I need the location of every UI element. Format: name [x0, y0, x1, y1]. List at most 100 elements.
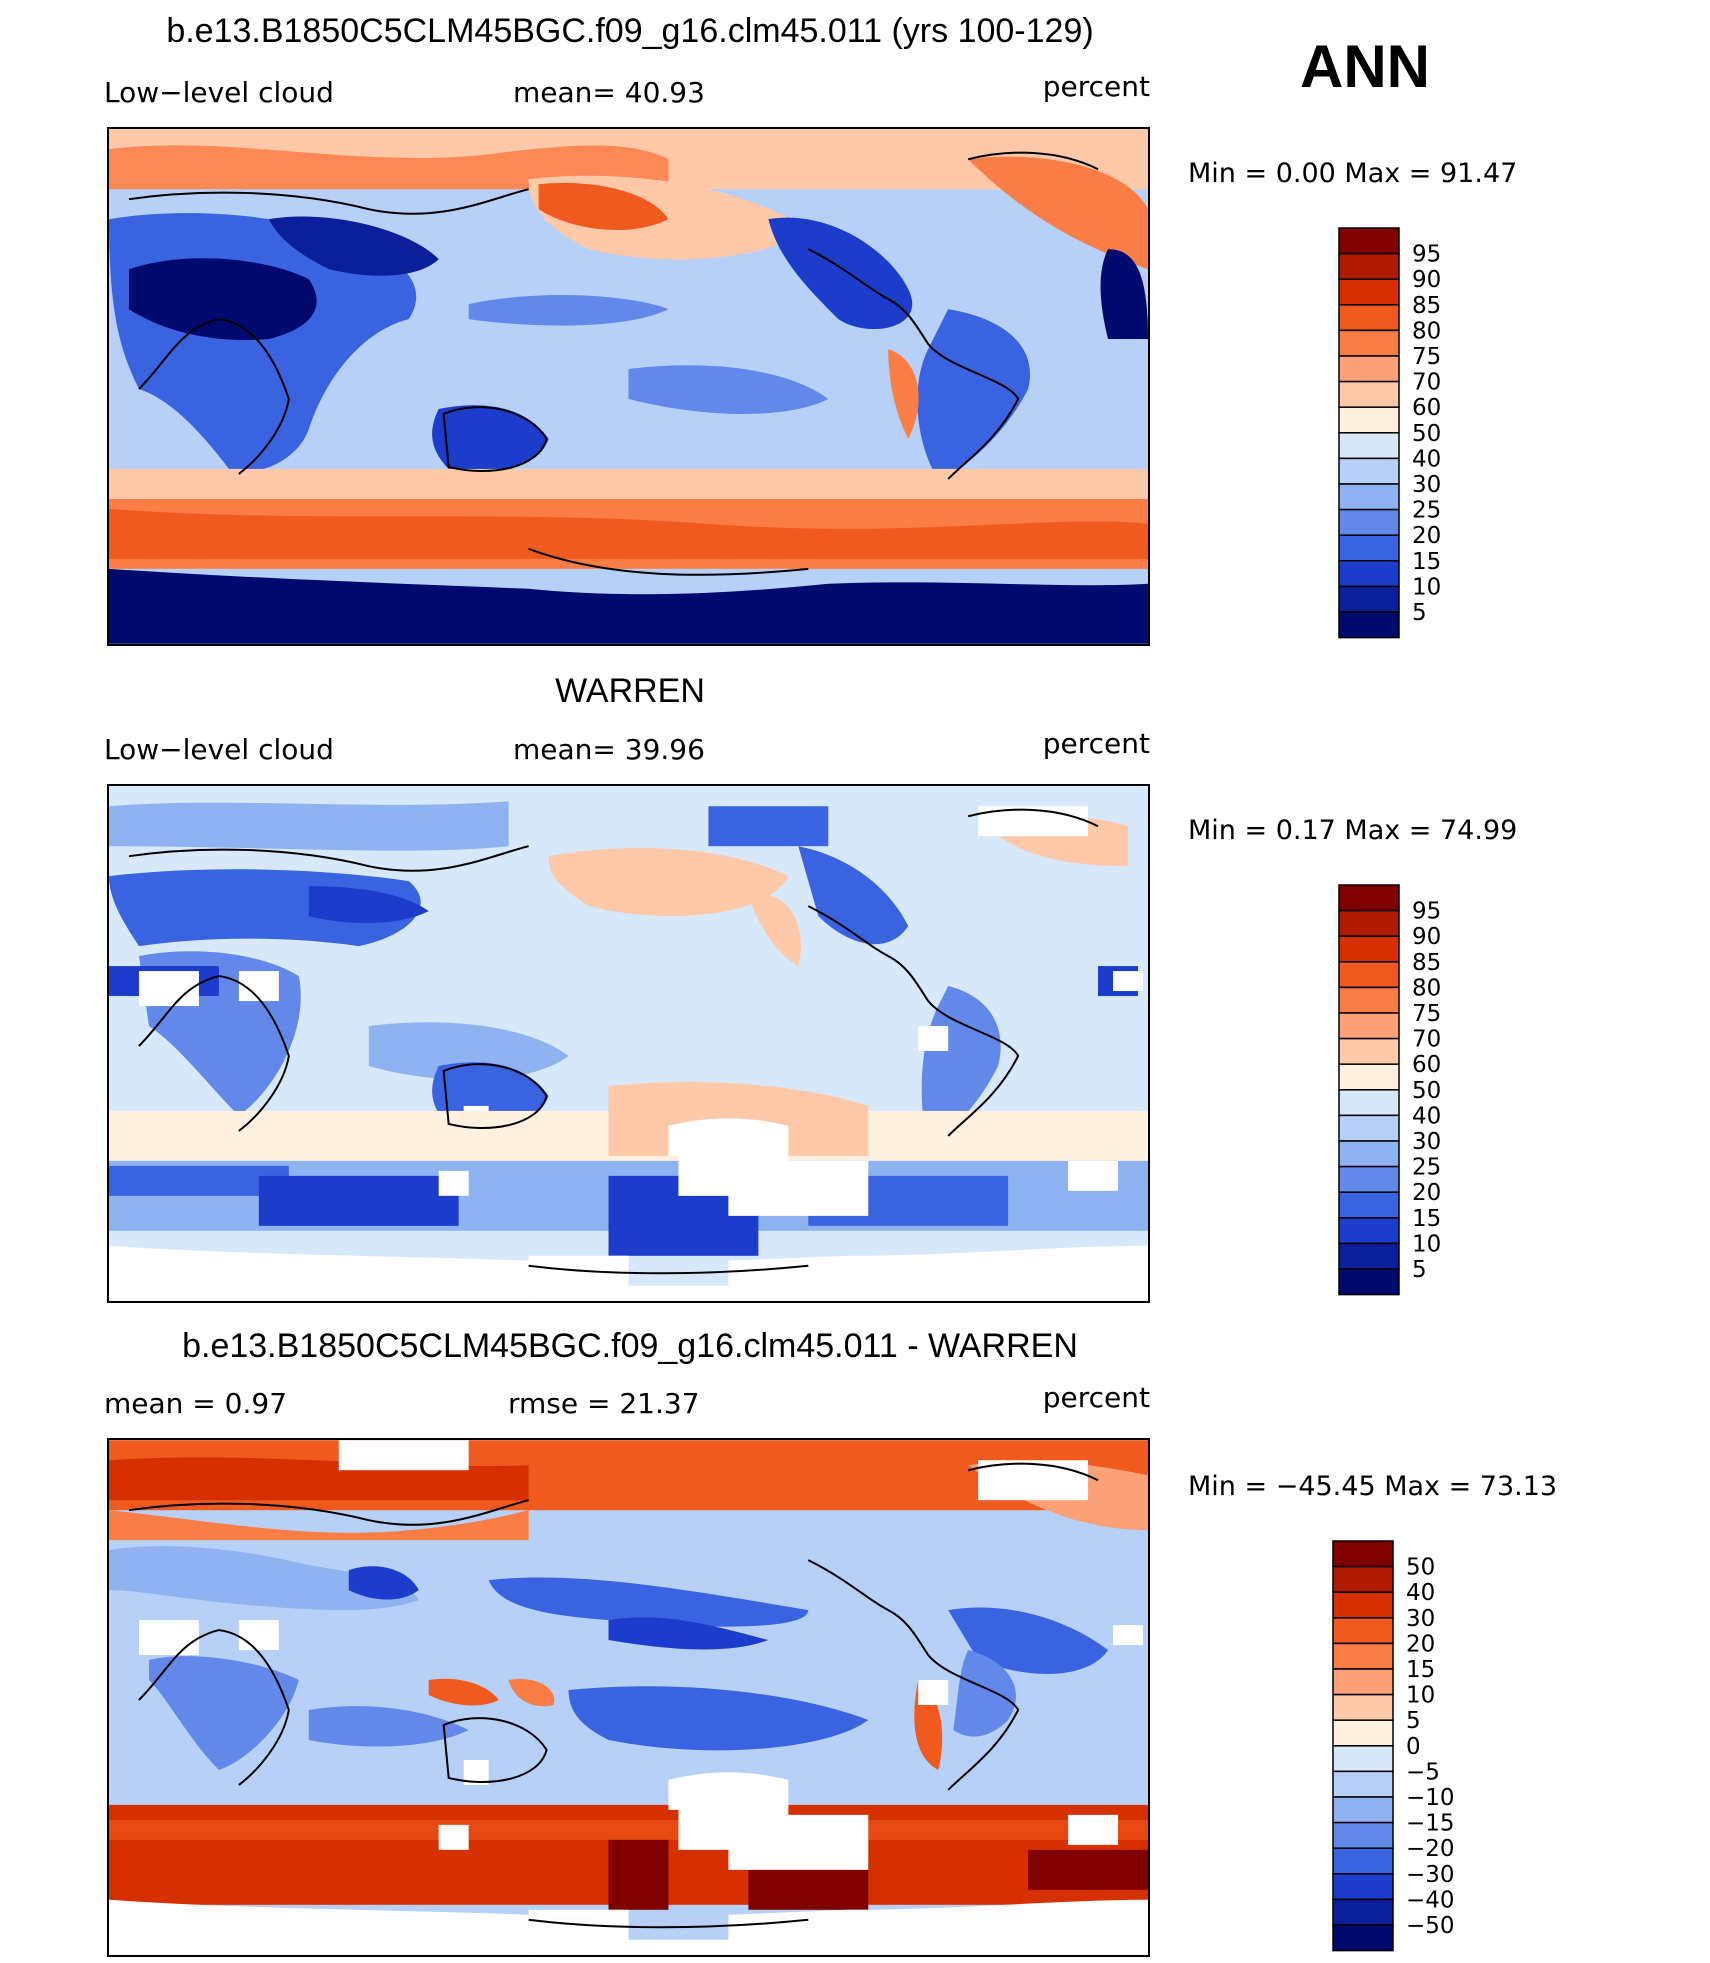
colorbar-tick-label: 95 [1412, 899, 1441, 925]
panel3-colorbar: 50 40 30 20 15 10 5 0 −5 −10 −15 −20 −30 −40 −50 [1332, 1540, 1462, 1954]
colorbar-swatch [1332, 1873, 1394, 1901]
colorbar-tick-label: 50 [1412, 1078, 1441, 1104]
colorbar-tick-label: 30 [1406, 1606, 1435, 1632]
panel3-minmax-readout: Min = −45.45 Max = 73.13 [1188, 1471, 1558, 1502]
colorbar-swatch [1338, 329, 1400, 357]
colorbar-tick-label: 5 [1406, 1708, 1421, 1734]
colorbar-tick-label: 70 [1412, 370, 1441, 396]
colorbar-swatch [1332, 1745, 1394, 1773]
colorbar-swatch [1338, 1191, 1400, 1219]
panel1-minmax-readout: Min = 0.00 Max = 91.47 [1188, 158, 1518, 189]
colorbar-tick-label: 85 [1412, 950, 1441, 976]
colorbar-tick-label: −5 [1406, 1759, 1440, 1785]
colorbar-swatch [1338, 884, 1400, 912]
colorbar-swatch [1338, 406, 1400, 434]
panel3-rmse-label: rmse = 21.37 [508, 1387, 700, 1420]
colorbar-swatch [1332, 1924, 1394, 1952]
model-cloud-field [109, 129, 1148, 644]
colorbar-swatch [1338, 585, 1400, 613]
colorbar-tick-label: 10 [1412, 574, 1441, 600]
colorbar-swatch [1332, 1540, 1394, 1568]
colorbar-swatch [1338, 961, 1400, 989]
colorbar-tick-label: 80 [1412, 975, 1441, 1001]
observation-cloud-field [109, 786, 1148, 1301]
colorbar-tick-label: 50 [1406, 1555, 1435, 1581]
colorbar-swatch [1332, 1565, 1394, 1593]
colorbar-tick-label: −40 [1406, 1887, 1455, 1913]
colorbar-swatch [1338, 534, 1400, 562]
colorbar-swatch [1332, 1847, 1394, 1875]
colorbar-tick-label: 15 [1412, 1206, 1441, 1232]
colorbar-swatch [1338, 1217, 1400, 1245]
colorbar-swatch [1338, 1165, 1400, 1193]
colorbar-swatch [1338, 1114, 1400, 1142]
colorbar-tick-label: 50 [1412, 421, 1441, 447]
colorbar-swatch [1332, 1898, 1394, 1926]
colorbar-tick-label: 75 [1412, 344, 1441, 370]
colorbar-swatch [1338, 1140, 1400, 1168]
colorbar-tick-label: 5 [1412, 1257, 1427, 1283]
colorbar-tick-label: 60 [1412, 395, 1441, 421]
colorbar-swatch [1338, 909, 1400, 937]
panel2-mean-label: mean= 39.96 [513, 733, 705, 766]
colorbar-swatch [1338, 611, 1400, 639]
colorbar-swatch [1332, 1617, 1394, 1645]
panel3-units-label: percent [1042, 1381, 1150, 1414]
colorbar-tick-label: −50 [1406, 1913, 1455, 1939]
colorbar-tick-label: −10 [1406, 1785, 1455, 1811]
panel1-units-label: percent [1042, 70, 1150, 103]
colorbar-swatch [1338, 355, 1400, 383]
colorbar-tick-label: 5 [1412, 600, 1427, 626]
colorbar-tick-label: −30 [1406, 1862, 1455, 1888]
colorbar-swatch [1338, 508, 1400, 536]
colorbar-tick-label: 60 [1412, 1052, 1441, 1078]
panel2-title: WARREN [555, 672, 705, 710]
colorbar-tick-label: 30 [1412, 1129, 1441, 1155]
colorbar-swatch [1332, 1642, 1394, 1670]
colorbar-swatch [1338, 1089, 1400, 1117]
panel2-units-label: percent [1042, 727, 1150, 760]
colorbar-tick-label: 0 [1406, 1734, 1421, 1760]
colorbar-tick-label: 40 [1412, 1103, 1441, 1129]
panel1-variable-label: Low−level cloud [104, 76, 334, 109]
difference-cloud-field [109, 1440, 1148, 1955]
colorbar-swatch [1332, 1719, 1394, 1747]
panel2-variable-label: Low−level cloud [104, 733, 334, 766]
colorbar-tick-label: 20 [1406, 1631, 1435, 1657]
colorbar-swatch [1332, 1770, 1394, 1798]
panel2-minmax-readout: Min = 0.17 Max = 74.99 [1188, 815, 1518, 846]
colorbar-swatch [1338, 252, 1400, 280]
panel3-mean-label: mean = 0.97 [104, 1387, 288, 1420]
colorbar-swatch [1338, 227, 1400, 255]
colorbar-tick-label: 80 [1412, 318, 1441, 344]
colorbar-swatch [1338, 278, 1400, 306]
colorbar-swatch [1338, 1012, 1400, 1040]
colorbar-swatch [1338, 457, 1400, 485]
colorbar-swatch [1338, 1063, 1400, 1091]
colorbar-tick-label: 30 [1412, 472, 1441, 498]
colorbar-tick-label: −15 [1406, 1811, 1455, 1837]
panel2-observation-map [107, 784, 1150, 1303]
colorbar-swatch [1332, 1693, 1394, 1721]
panel1-colorbar: 95 90 85 80 75 70 60 50 40 30 25 20 15 10 5 [1338, 227, 1468, 641]
colorbar-tick-label: 10 [1412, 1231, 1441, 1257]
colorbar-swatch [1338, 304, 1400, 332]
page-title: b.e13.B1850C5CLM45BGC.f09_g16.clm45.011 … [166, 12, 1094, 50]
colorbar-tick-label: 90 [1412, 267, 1441, 293]
colorbar-swatch [1332, 1796, 1394, 1824]
colorbar-tick-label: 70 [1412, 1027, 1441, 1053]
colorbar-swatch [1338, 986, 1400, 1014]
colorbar-swatch [1332, 1821, 1394, 1849]
panel1-model-map [107, 127, 1150, 646]
colorbar-swatch [1338, 935, 1400, 963]
colorbar-swatch [1338, 1268, 1400, 1296]
colorbar-tick-label: 95 [1412, 242, 1441, 268]
colorbar-tick-label: 25 [1412, 498, 1441, 524]
colorbar-tick-label: 85 [1412, 293, 1441, 319]
colorbar-swatch [1338, 380, 1400, 408]
panel3-title: b.e13.B1850C5CLM45BGC.f09_g16.clm45.011 … [182, 1327, 1078, 1365]
colorbar-tick-label: 10 [1406, 1683, 1435, 1709]
